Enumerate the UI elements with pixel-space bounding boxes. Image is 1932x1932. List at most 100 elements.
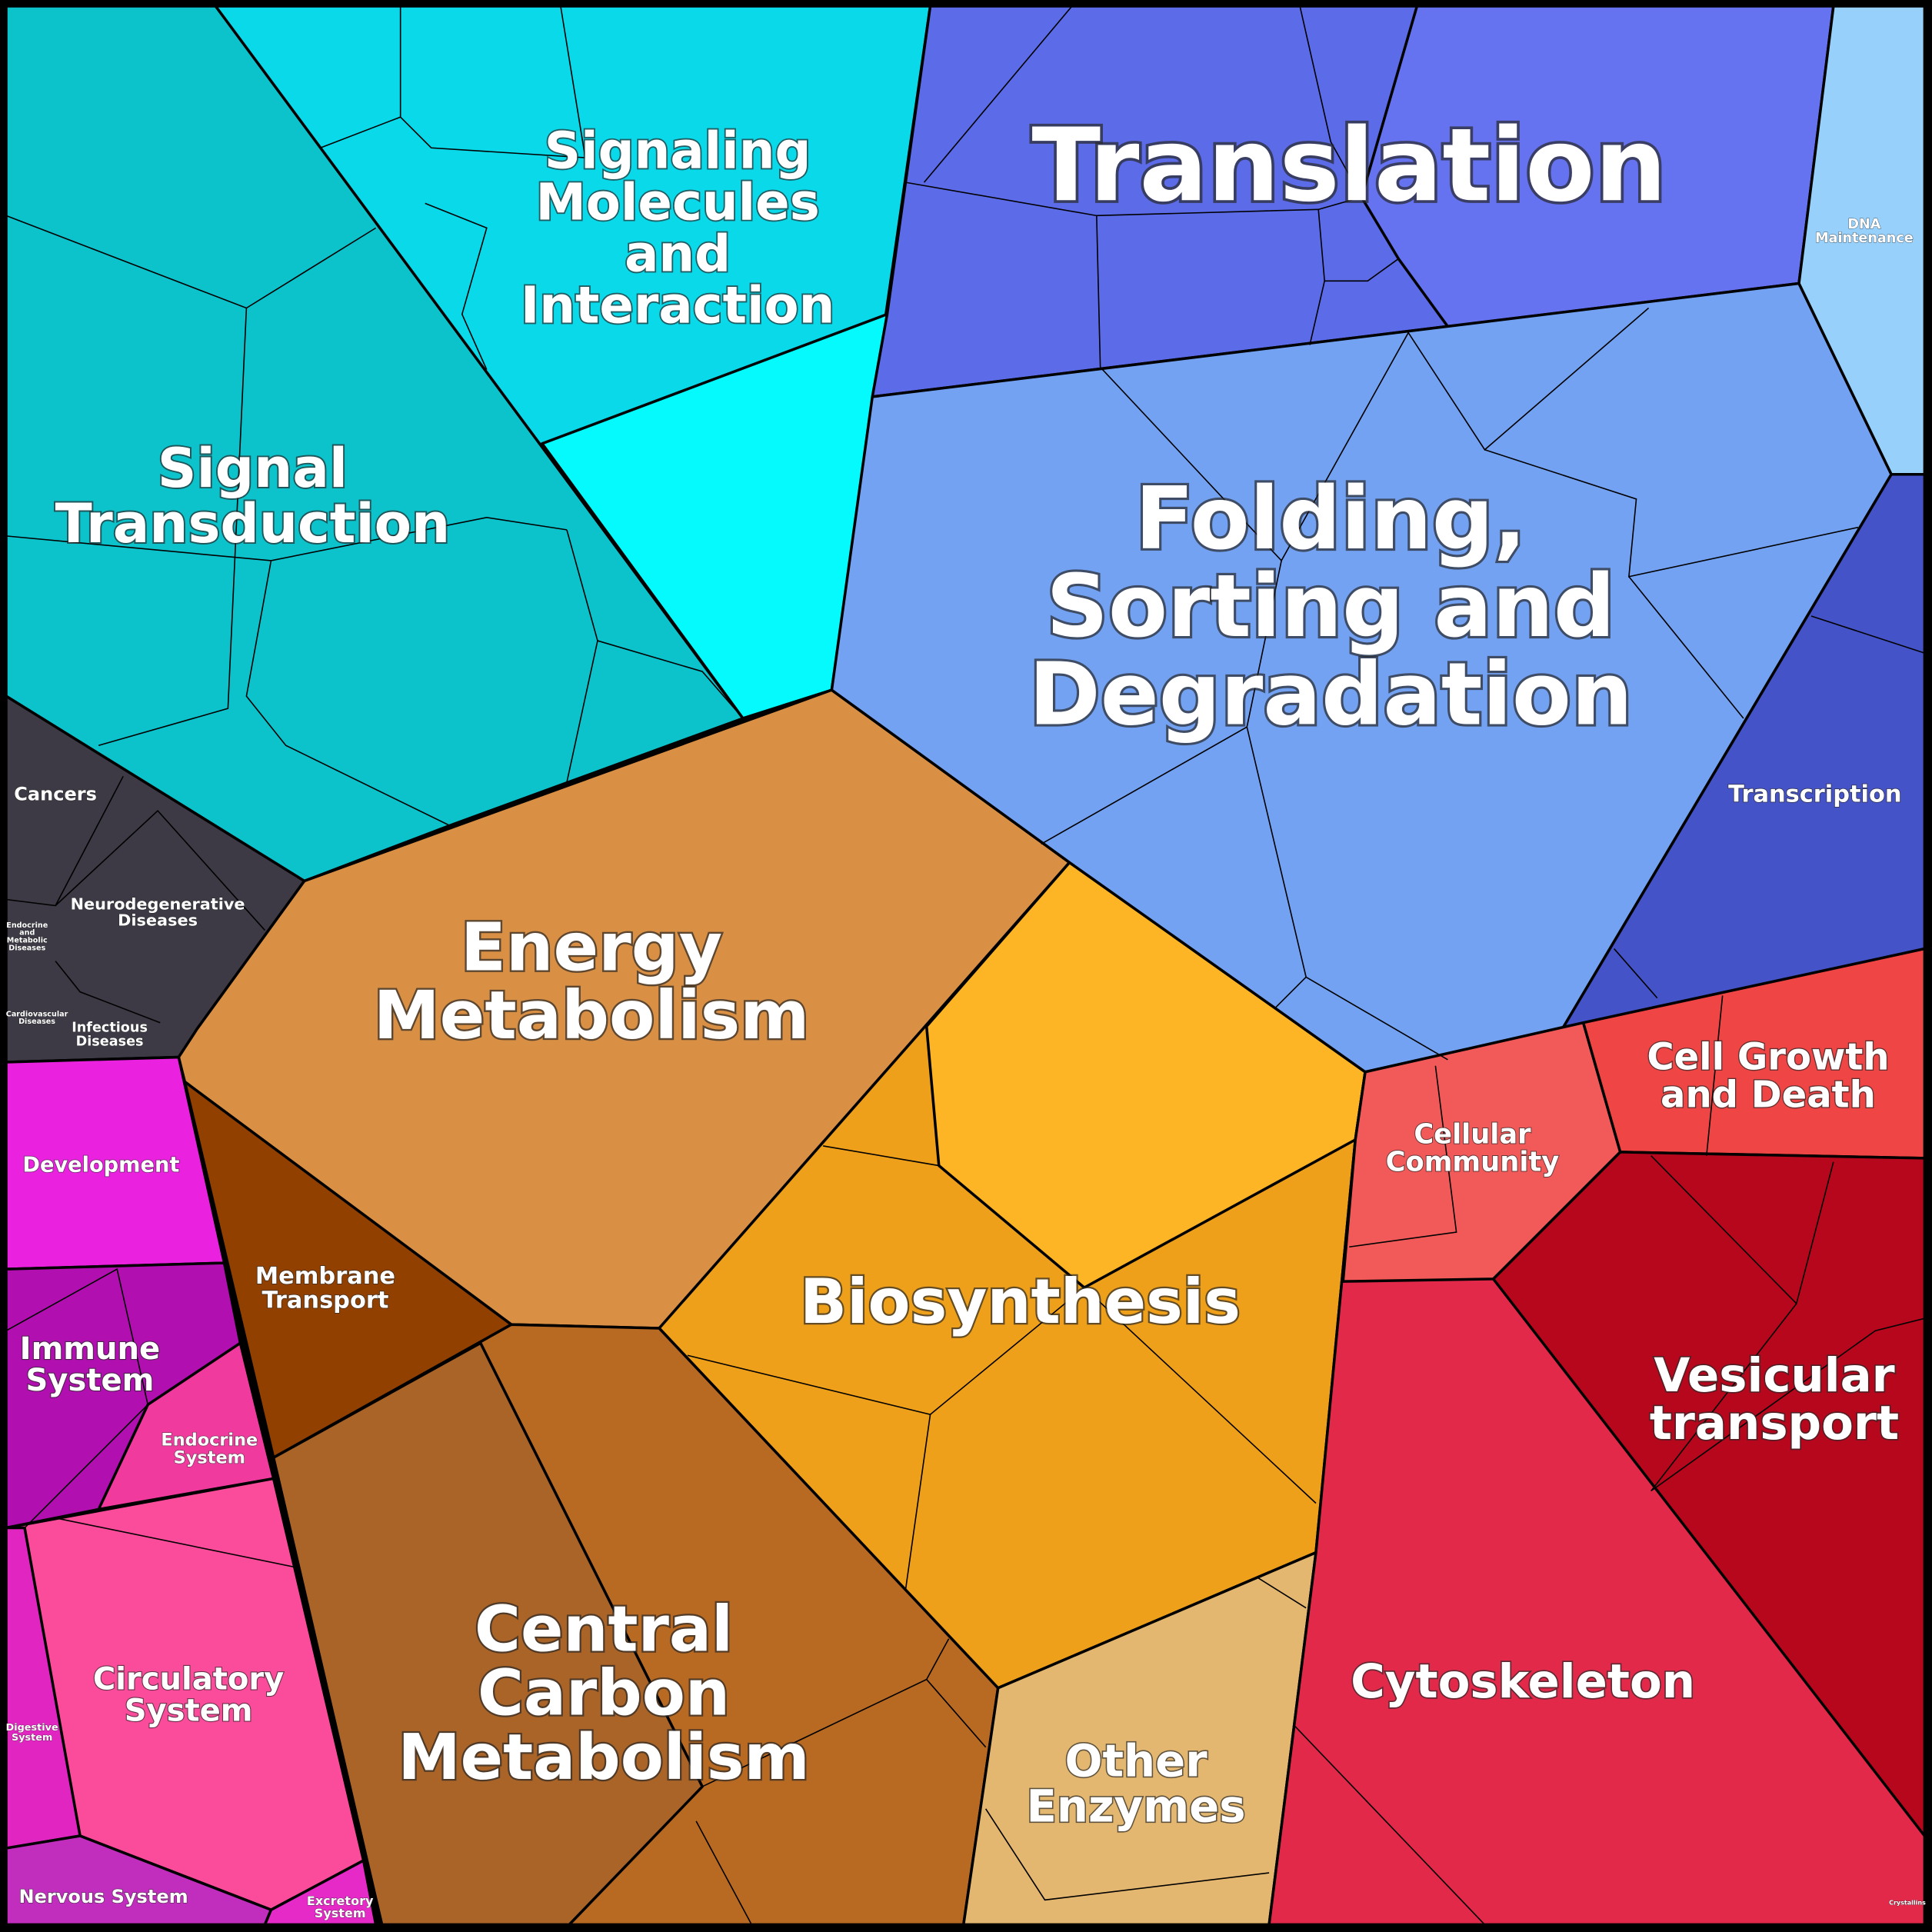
edge: [245, 560, 451, 827]
edge: [1349, 1065, 1457, 1248]
label-line: Membrane: [255, 1263, 395, 1290]
label-line: System: [174, 1447, 245, 1467]
cell: [1797, 5, 1927, 476]
label-line: Cellular: [1414, 1119, 1531, 1151]
cell: [1491, 1151, 1927, 1837]
edge: [320, 5, 586, 158]
cell: [271, 1341, 704, 1927]
region-label: Vesicular transport: [1650, 1348, 1899, 1451]
edge: [1614, 948, 1658, 999]
label-line: System: [125, 1693, 253, 1728]
label-line: Nervous System: [18, 1886, 188, 1907]
label-line: Cardiovascular: [6, 1010, 68, 1018]
region-label: Folding, Sorting and Degradation: [1029, 469, 1633, 745]
cell: [263, 1859, 378, 1927]
label-line: and: [625, 225, 731, 284]
region-label: Endocrine and Metabolic Diseases: [6, 921, 48, 952]
label-line: Degradation: [1029, 645, 1633, 744]
label-line: and Death: [1661, 1073, 1876, 1116]
edge: [5, 517, 568, 561]
edge: [1096, 215, 1101, 368]
label-line: transport: [1650, 1396, 1899, 1451]
label-line: Metabolism: [374, 978, 810, 1054]
region-label: Cellular Community: [1386, 1119, 1560, 1178]
label-line: Transcription: [1728, 781, 1901, 808]
region-label: Membrane Transport: [255, 1263, 395, 1314]
label-line: DNA: [1847, 217, 1880, 232]
edge: [1706, 995, 1724, 1156]
label-line: Crystallins: [1889, 1899, 1926, 1906]
edge: [1100, 307, 1650, 562]
edge: [425, 202, 488, 370]
region-label: Development: [22, 1153, 179, 1177]
label-line: Carbon: [478, 1657, 730, 1730]
label-line: Cell Growth: [1647, 1035, 1889, 1078]
edge: [823, 1145, 1085, 1288]
label-line: Community: [1386, 1147, 1560, 1178]
label-line: Circulatory: [93, 1662, 284, 1697]
label-line: Energy: [461, 909, 722, 986]
label-line: Folding,: [1135, 469, 1527, 569]
label-line: System: [12, 1732, 52, 1744]
edge: [926, 1679, 987, 1748]
region-label: Nervous System: [18, 1886, 188, 1907]
region-label: Neurodegenerative Diseases: [71, 894, 245, 929]
edge: [566, 529, 744, 719]
label-line: Diseases: [76, 1034, 144, 1050]
edge: [687, 1287, 1317, 1504]
edge: [904, 1414, 931, 1590]
region-label: Cell Growth and Death: [1647, 1035, 1889, 1116]
label-line: Interaction: [521, 277, 835, 335]
edge: [1484, 448, 1859, 578]
edge: [905, 182, 1362, 217]
region-label: Central Carbon Metabolism: [398, 1594, 809, 1795]
label-line: Immune: [20, 1331, 161, 1367]
label-line: Sorting and: [1046, 557, 1615, 657]
label-line: Biosynthesis: [800, 1266, 1241, 1337]
label-line: Vesicular: [1654, 1348, 1894, 1403]
region-label: Cytoskeleton: [1351, 1654, 1695, 1709]
edge: [1810, 615, 1925, 654]
region-label: Signal Transduction: [55, 436, 451, 555]
label-line: Cytoskeleton: [1351, 1654, 1695, 1709]
edge: [1305, 976, 1448, 1061]
label-line: Signaling: [545, 122, 811, 181]
region-label: Endocrine System: [161, 1430, 258, 1467]
region-label: Cardiovascular Diseases: [6, 1010, 68, 1026]
region-label: Other Enzymes: [1027, 1734, 1246, 1832]
edge: [923, 5, 1073, 183]
edge: [1299, 5, 1362, 198]
label-line: Diseases: [18, 1018, 55, 1026]
cells: [5, 5, 1927, 1927]
label-line: Diseases: [118, 911, 198, 930]
region-label: Crystallins: [1889, 1899, 1926, 1906]
region-label: Excretory System: [307, 1893, 374, 1920]
label-line: Excretory: [307, 1893, 374, 1907]
edge: [1628, 576, 1744, 719]
label-line: Cancers: [14, 783, 97, 804]
edge: [695, 1820, 752, 1925]
label-line: Enzymes: [1027, 1780, 1246, 1832]
edge: [55, 961, 161, 1024]
region-label: Transcription: [1728, 781, 1901, 808]
edge: [566, 640, 598, 783]
label-line: Infectious: [72, 1021, 148, 1036]
edge: [1256, 1576, 1307, 1609]
region-label: Digestive System: [6, 1721, 58, 1743]
inner-edges: [5, 5, 1925, 1925]
region-label: DNA Maintenance: [1815, 217, 1914, 246]
label-line: Metabolic: [7, 936, 48, 944]
label-line: System: [315, 1906, 366, 1920]
region-label: Energy Metabolism: [374, 909, 810, 1054]
labels: Translation Folding, Sorting and Degradatio…: [5, 104, 1926, 1920]
region-label: Cancers: [14, 783, 97, 804]
label-line: and: [19, 929, 35, 938]
label-line: System: [26, 1363, 155, 1398]
label-line: Maintenance: [1815, 231, 1914, 246]
edge: [984, 1808, 1270, 1901]
region-label: Immune System: [20, 1331, 161, 1398]
label-line: Development: [22, 1153, 179, 1177]
edge: [98, 308, 248, 747]
label-line: Digestive: [6, 1721, 58, 1733]
